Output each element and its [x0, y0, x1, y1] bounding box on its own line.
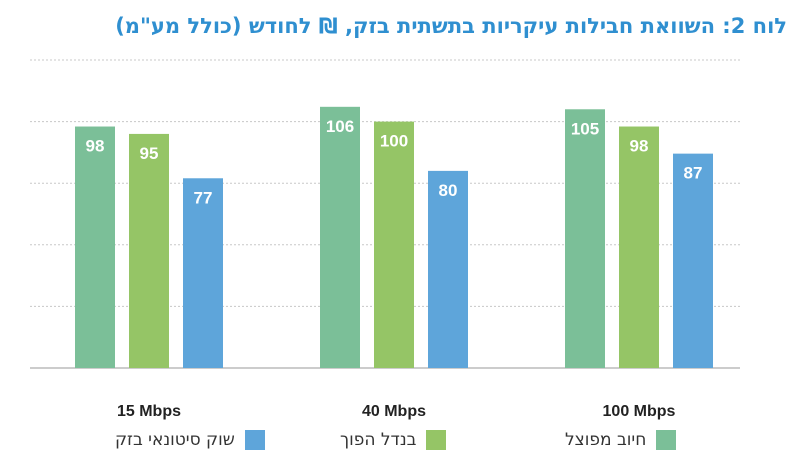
legend-label-split-billing: חיוב מפוצל: [565, 430, 647, 450]
data-label: 98: [630, 137, 649, 156]
bar: [320, 106, 360, 368]
category-label: 40 Mbps: [362, 403, 426, 420]
data-label: 80: [439, 181, 458, 200]
bar: [619, 126, 659, 368]
chart-title: לוח 2: השוואת חבילות עיקריות בתשתית בזק,…: [115, 14, 787, 38]
legend-swatch-split-billing: [656, 430, 677, 450]
legend: חיוב מפוצל בנדל הפוך שוק סיטונאי בזק: [0, 430, 799, 460]
legend-item-split-billing: חיוב מפוצל: [565, 430, 677, 450]
data-label: 95: [140, 144, 159, 163]
bar-chart: 98 95 77 15 Mbps 106 100 80 40 Mbps 105 98 87 100 M…: [30, 59, 740, 420]
bar: [183, 178, 223, 368]
bar: [565, 109, 605, 368]
legend-item-reverse-bundle: בנדל הפוך: [340, 430, 447, 450]
data-label: 87: [684, 164, 703, 183]
category-label: 100 Mbps: [603, 403, 676, 420]
bar: [428, 170, 468, 368]
bar: [374, 121, 414, 368]
data-label: 106: [326, 117, 354, 136]
legend-item-bezeq-wholesale: שוק סיטונאי בזק: [115, 430, 265, 450]
data-label: 105: [571, 119, 599, 138]
legend-label-reverse-bundle: בנדל הפוך: [340, 430, 417, 450]
bar: [75, 126, 115, 368]
data-label: 100: [380, 132, 408, 151]
bar: [129, 133, 169, 368]
data-label: 77: [194, 188, 213, 207]
bar: [673, 153, 713, 368]
category-label: 15 Mbps: [117, 403, 181, 420]
legend-swatch-reverse-bundle: [426, 430, 447, 450]
legend-swatch-bezeq-wholesale: [244, 430, 265, 450]
data-label: 98: [86, 137, 105, 156]
legend-label-bezeq-wholesale: שוק סיטונאי בזק: [115, 430, 235, 450]
